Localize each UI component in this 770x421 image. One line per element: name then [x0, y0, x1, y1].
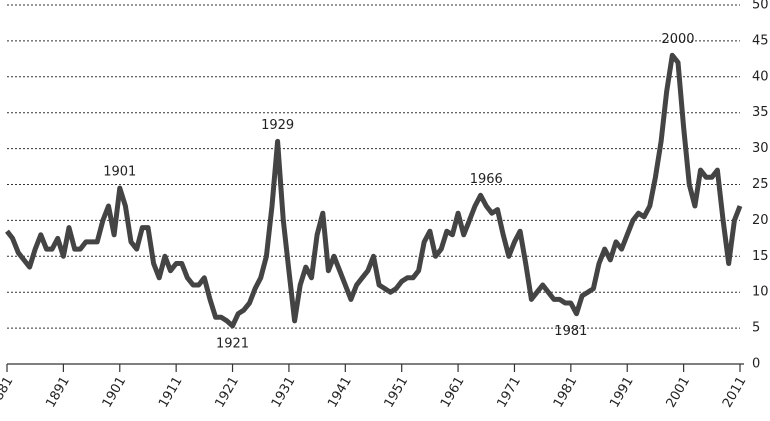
x-tick-label: 1991 [607, 374, 637, 410]
x-tick-label: 1981 [551, 374, 581, 410]
x-tick-label: 1911 [156, 374, 186, 410]
x-tick-label: 1971 [494, 374, 524, 410]
annotation: 1901 [103, 165, 136, 180]
y-tick-label: 35 [752, 105, 769, 120]
x-tick-label: 1941 [325, 374, 355, 410]
y-tick-label: 30 [752, 141, 769, 156]
x-tick-label: 1901 [100, 374, 130, 410]
line [5, 52, 743, 329]
x-tick-label: 1951 [382, 374, 412, 410]
y-tick-label: 10 [752, 285, 769, 300]
annotation: 1981 [554, 324, 587, 339]
x-tick-label: 1891 [43, 374, 73, 410]
y-tick-label: 50 [752, 0, 769, 13]
annotation: 1966 [470, 172, 503, 187]
x-tick-label: 1921 [212, 374, 242, 410]
annotation: 1921 [216, 336, 249, 351]
y-tick-label: 0 [752, 357, 760, 372]
x-tick-label: 1961 [438, 374, 468, 410]
annotation: 1929 [261, 118, 294, 133]
x-tick-label: 1881 [0, 374, 16, 410]
x-tick-label: 2011 [720, 374, 750, 410]
x-tick-label: 2001 [664, 374, 694, 410]
y-tick-label: 20 [752, 213, 769, 228]
y-tick-label: 15 [752, 249, 769, 264]
y-tick-label: 40 [752, 69, 769, 84]
y-tick-label: 25 [752, 177, 769, 192]
y-tick-label: 5 [752, 321, 760, 336]
x-tick-label: 1931 [269, 374, 299, 410]
annotation: 2000 [661, 32, 694, 47]
y-tick-label: 45 [752, 33, 769, 48]
